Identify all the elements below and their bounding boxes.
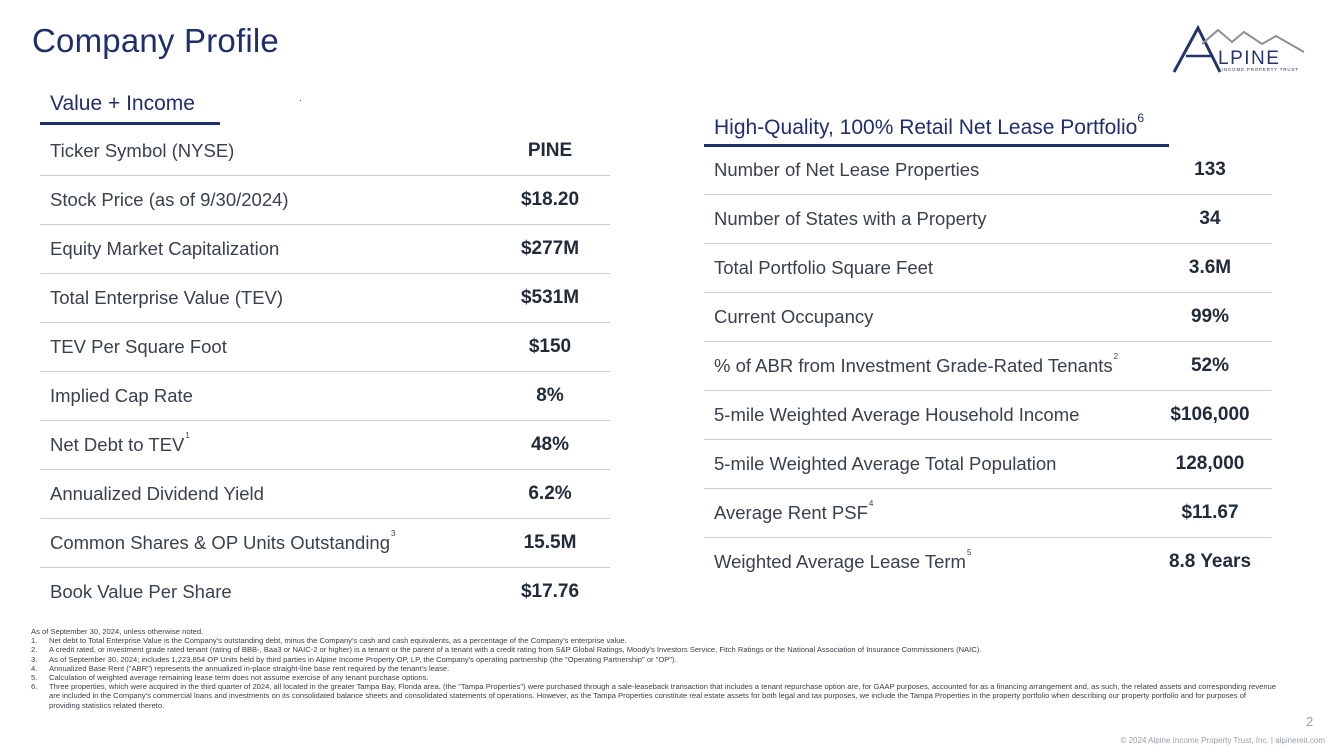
row-label: Annualized Dividend Yield — [50, 483, 264, 504]
row-label: Current Occupancy — [714, 306, 874, 327]
row-label: Number of Net Lease Properties — [714, 159, 980, 180]
row-value: 99% — [1190, 306, 1230, 327]
row-value: 34 — [1199, 208, 1221, 229]
row-label: Implied Cap Rate — [50, 385, 193, 406]
footnote-item: 3. As of September 30, 2024; includes 1,2… — [31, 654, 677, 664]
row-value: 8% — [536, 385, 564, 406]
row-label: 5-mile Weighted Average Total Population — [714, 453, 1057, 474]
footnote-item: 1. Net debt to Total Enterprise Value is … — [31, 636, 627, 646]
table-row: Number of States with a Property 34 — [704, 195, 1272, 244]
row-value: $106,000 — [1170, 404, 1250, 425]
row-label: TEV Per Square Foot — [50, 336, 227, 357]
row-value: $277M — [520, 238, 580, 259]
row-label: Total Portfolio Square Feet — [714, 257, 934, 278]
footnote-marker: 5 — [966, 547, 972, 557]
row-label: Ticker Symbol (NYSE) — [50, 140, 235, 161]
table-row: Annualized Dividend Yield 6.2% — [40, 470, 610, 519]
table-row: Average Rent PSF4 $11.67 — [704, 489, 1272, 538]
right-section-rule — [704, 144, 1169, 147]
row-value: $11.67 — [1181, 502, 1239, 523]
row-label: Common Shares & OP Units Outstanding3 — [50, 528, 396, 553]
table-row: % of ABR from Investment Grade-Rated Ten… — [704, 342, 1272, 391]
row-value: 48% — [530, 434, 570, 455]
table-row: Number of Net Lease Properties 133 — [704, 146, 1272, 195]
table-row: Net Debt to TEV1 48% — [40, 421, 610, 470]
page-number: 2 — [1306, 714, 1314, 729]
table-row: Total Portfolio Square Feet 3.6M — [704, 244, 1272, 293]
row-value: 133 — [1194, 159, 1226, 180]
row-label: Average Rent PSF4 — [714, 498, 874, 523]
row-label: Stock Price (as of 9/30/2024) — [50, 189, 289, 210]
table-row: 5-mile Weighted Average Household Income… — [704, 391, 1272, 440]
row-value: 15.5M — [523, 532, 577, 553]
right-section-heading: High-Quality, 100% Retail Net Lease Port… — [714, 111, 1145, 139]
footnote-item: 6. Three properties, which were acquired … — [31, 682, 1277, 710]
footnote-item: 5. Calculation of weighted average remain… — [31, 673, 429, 683]
row-label: Number of States with a Property — [714, 208, 987, 229]
table-row: Total Enterprise Value (TEV) $531M — [40, 274, 610, 323]
footnote-marker: 3 — [391, 528, 396, 538]
table-row: Implied Cap Rate 8% — [40, 372, 610, 421]
logo-wordmark: LPINE — [1218, 48, 1281, 69]
footnote-item: 2. A credit rated, or investment grade ra… — [31, 645, 982, 655]
page-title: Company Profile — [32, 22, 279, 59]
table-row: TEV Per Square Foot $150 — [40, 323, 610, 372]
table-row: Current Occupancy 99% — [704, 293, 1272, 342]
row-value: $150 — [528, 336, 572, 357]
row-label: 5-mile Weighted Average Household Income — [714, 404, 1080, 425]
footnote-marker: 4 — [868, 498, 874, 508]
row-label: Total Enterprise Value (TEV) — [50, 287, 284, 308]
footnote-marker: 1 — [185, 430, 190, 440]
footnote-intro: As of September 30, 2024, unless otherwi… — [31, 627, 204, 636]
footnotes: As of September 30, 2024, unless otherwi… — [31, 627, 1276, 710]
table-row: 5-mile Weighted Average Total Population… — [704, 440, 1272, 489]
mountain-logo-icon — [1172, 24, 1305, 73]
footer-copyright: © 2024 Alpine Income Property Trust, Inc… — [1120, 736, 1325, 745]
row-value: 128,000 — [1175, 453, 1245, 474]
row-value: PINE — [527, 140, 573, 161]
left-section-rule — [40, 122, 220, 125]
logo-subtitle: INCOME PROPERTY TRUST — [1222, 67, 1299, 72]
row-value: 52% — [1190, 355, 1230, 376]
table-row: Stock Price (as of 9/30/2024) $18.20 — [40, 176, 610, 225]
row-value: 8.8 Years — [1168, 551, 1252, 572]
company-logo: LPINE INCOME PROPERTY TRUST — [1172, 22, 1312, 76]
table-row: Book Value Per Share $17.76 — [40, 568, 610, 616]
table-row: Ticker Symbol (NYSE) PINE — [40, 127, 610, 176]
row-value: 3.6M — [1188, 257, 1232, 278]
footnote-item: 4. Annualized Base Rent ("ABR") represent… — [31, 663, 450, 673]
stray-dot — [300, 100, 301, 101]
row-label: Net Debt to TEV1 — [50, 430, 190, 455]
table-row: Weighted Average Lease Term5 8.8 Years — [704, 538, 1272, 586]
left-section-heading: Value + Income — [50, 92, 195, 115]
table-row: Equity Market Capitalization $277M — [40, 225, 610, 274]
footnote-marker: 2 — [1113, 351, 1119, 361]
row-label: Weighted Average Lease Term5 — [714, 547, 972, 572]
row-label: Equity Market Capitalization — [50, 238, 280, 259]
row-value: $17.76 — [520, 581, 580, 602]
row-value: $531M — [520, 287, 580, 308]
row-label: % of ABR from Investment Grade-Rated Ten… — [714, 351, 1119, 376]
table-row: Common Shares & OP Units Outstanding3 15.… — [40, 519, 610, 568]
row-label: Book Value Per Share — [50, 581, 232, 602]
row-value: $18.20 — [520, 189, 580, 210]
row-value: 6.2% — [528, 483, 572, 504]
